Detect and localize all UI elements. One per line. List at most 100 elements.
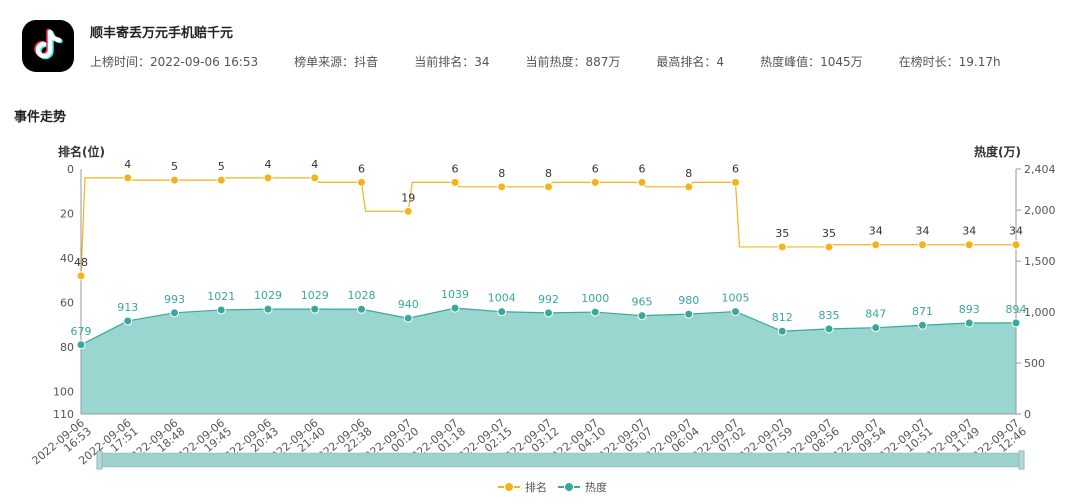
right-tick-label: 2,404	[1024, 163, 1056, 176]
heat-point	[964, 318, 974, 328]
rank-point	[777, 242, 787, 252]
heat-point	[684, 309, 694, 319]
rank-point	[403, 206, 413, 216]
rank-point	[76, 271, 86, 281]
rank-data-label: 6	[592, 162, 599, 175]
rank-data-label: 4	[265, 158, 272, 171]
left-tick-label: 40	[60, 252, 74, 265]
rank-data-label: 34	[962, 225, 976, 238]
heat-point	[544, 308, 553, 318]
rank-point	[824, 242, 834, 252]
rank-data-label: 6	[639, 162, 646, 175]
heat-point	[450, 303, 460, 313]
left-tick-label: 20	[60, 208, 74, 221]
rank-data-label: 4	[124, 158, 131, 171]
rank-data-label: 4	[311, 158, 318, 171]
rank-point	[871, 240, 881, 250]
meta-listed-time: 上榜时间：2022-09-06 16:53	[90, 55, 259, 69]
heat-point	[824, 324, 834, 334]
rank-point	[497, 182, 507, 192]
heat-point	[918, 320, 927, 330]
meta-duration: 在榜时长：19.17h	[898, 55, 1001, 69]
rank-point	[637, 177, 647, 187]
section-title: 事件走势	[14, 110, 67, 125]
legend-heat-marker	[564, 482, 574, 492]
meta-peak-heat: 热度峰值：1045万	[760, 55, 863, 69]
heat-data-label: 679	[71, 325, 92, 338]
right-tick-label: 1,500	[1024, 255, 1056, 268]
heat-point	[216, 305, 226, 315]
rank-data-label: 6	[358, 162, 365, 175]
heat-data-label: 1028	[348, 289, 376, 302]
heat-point	[310, 304, 320, 314]
heat-point	[170, 308, 179, 318]
legend-rank-label: 排名	[525, 480, 547, 494]
rank-point	[450, 177, 460, 187]
meta-current-rank: 当前排名：34	[414, 55, 490, 69]
event-title: 顺丰寄丢万元手机赔千元	[90, 26, 234, 41]
heat-data-label: 871	[912, 305, 933, 318]
left-tick-label: 110	[53, 408, 74, 421]
right-tick-label: 1,000	[1024, 306, 1056, 319]
rank-data-label: 34	[916, 225, 930, 238]
rank-point	[684, 182, 694, 192]
rank-point	[731, 177, 740, 187]
heat-point	[871, 323, 881, 333]
left-tick-label: 60	[60, 297, 74, 310]
rank-point	[357, 177, 366, 187]
heat-data-label: 1000	[581, 292, 609, 305]
heat-data-label: 812	[772, 311, 793, 324]
heat-data-label: 1021	[207, 290, 235, 303]
rank-data-label: 8	[545, 167, 552, 180]
legend-rank-marker	[504, 482, 514, 492]
rank-data-label: 48	[74, 256, 88, 269]
heat-point	[637, 311, 647, 321]
heat-point	[357, 304, 366, 314]
datazoom-handle-right[interactable]	[1018, 450, 1025, 470]
rank-point	[310, 173, 320, 183]
heat-data-label: 847	[865, 308, 886, 321]
rank-point	[216, 175, 226, 185]
event-meta: 上榜时间：2022-09-06 16:53 榜单来源：抖音 当前排名：34 当前…	[90, 53, 1037, 70]
heat-point	[403, 313, 413, 323]
legend-heat-label: 热度	[585, 480, 607, 494]
heat-data-label: 940	[398, 298, 419, 311]
heat-data-label: 980	[678, 294, 699, 307]
right-tick-label: 0	[1024, 408, 1031, 421]
heat-data-label: 893	[959, 303, 980, 316]
heat-point	[263, 304, 273, 314]
heat-point	[777, 326, 787, 336]
left-tick-label: 80	[60, 341, 74, 354]
rank-data-label: 19	[401, 191, 415, 204]
tiktok-logo-icon	[22, 20, 74, 72]
heat-data-label: 993	[164, 293, 185, 306]
rank-data-label: 34	[1009, 225, 1023, 238]
rank-point	[1011, 240, 1021, 250]
rank-data-label: 35	[822, 227, 836, 240]
left-axis-title: 排名(位)	[58, 144, 105, 159]
heat-point	[590, 307, 600, 317]
heat-data-label: 894	[1006, 303, 1027, 316]
meta-best-rank: 最高排名：4	[656, 55, 725, 69]
rank-data-label: 5	[218, 160, 225, 173]
heat-point	[497, 307, 507, 317]
meta-source: 榜单来源：抖音	[294, 55, 379, 69]
rank-point	[918, 240, 927, 250]
datazoom-handle-left[interactable]	[96, 450, 103, 470]
heat-data-label: 1029	[301, 289, 329, 302]
heat-point	[731, 307, 740, 317]
rank-point	[263, 173, 273, 183]
right-tick-label: 500	[1024, 357, 1045, 370]
rank-point	[964, 240, 974, 250]
heat-data-label: 1039	[441, 288, 469, 301]
rank-data-label: 35	[775, 227, 789, 240]
rank-point	[590, 177, 600, 187]
left-tick-label: 0	[67, 163, 74, 176]
meta-current-heat: 当前热度：887万	[525, 55, 621, 69]
left-tick-label: 100	[53, 386, 74, 399]
rank-data-label: 8	[498, 167, 505, 180]
heat-data-label: 992	[538, 293, 559, 306]
rank-data-label: 5	[171, 160, 178, 173]
rank-point	[123, 173, 133, 183]
